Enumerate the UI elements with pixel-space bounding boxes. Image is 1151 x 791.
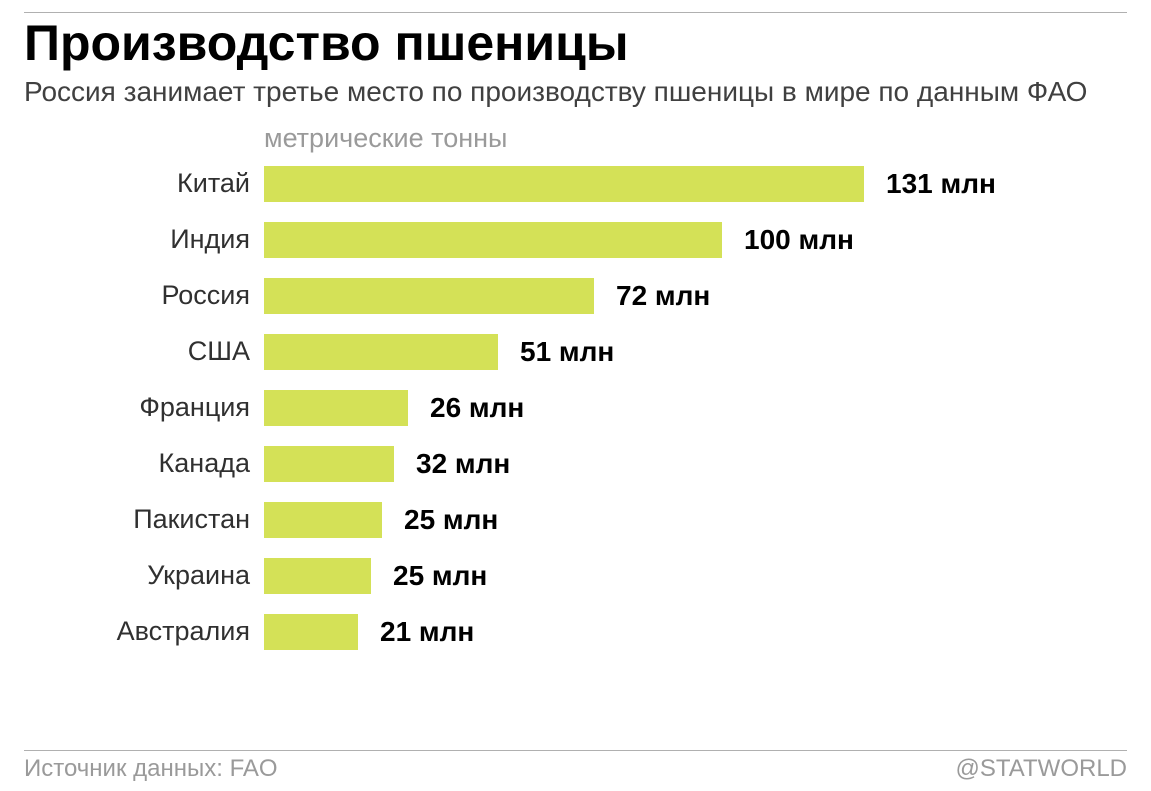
bar: [264, 558, 371, 594]
category-label: Китай: [24, 168, 264, 199]
category-label: Россия: [24, 280, 264, 311]
chart-subtitle: Россия занимает третье место по производ…: [24, 74, 1127, 109]
bar: [264, 446, 394, 482]
value-label: 25 млн: [404, 504, 498, 536]
handle-label: @STATWORLD: [956, 755, 1127, 783]
category-label: Австралия: [24, 616, 264, 647]
bar-wrap: 100 млн: [264, 222, 1127, 258]
category-label: Канада: [24, 448, 264, 479]
chart-footer: Источник данных: FAO @STATWORLD: [24, 751, 1127, 783]
bar: [264, 278, 594, 314]
category-label: США: [24, 336, 264, 367]
bar-chart: Китай 131 млн Индия 100 млн Россия 72 млн США 5…: [24, 166, 1127, 745]
bar: [264, 334, 498, 370]
bar-row: Украина 25 млн: [24, 558, 1127, 594]
category-label: Украина: [24, 560, 264, 591]
bar-row: Пакистан 25 млн: [24, 502, 1127, 538]
category-label: Франция: [24, 392, 264, 423]
bar-row: Австралия 21 млн: [24, 614, 1127, 650]
bar: [264, 166, 864, 202]
value-label: 100 млн: [744, 224, 854, 256]
chart-title: Производство пшеницы: [24, 17, 1127, 70]
bar-wrap: 21 млн: [264, 614, 1127, 650]
bar-row: Индия 100 млн: [24, 222, 1127, 258]
bar-wrap: 25 млн: [264, 558, 1127, 594]
bar-wrap: 26 млн: [264, 390, 1127, 426]
value-label: 25 млн: [393, 560, 487, 592]
category-label: Индия: [24, 224, 264, 255]
bar-row: Франция 26 млн: [24, 390, 1127, 426]
chart-container: Производство пшеницы Россия занимает тре…: [0, 0, 1151, 791]
bar: [264, 502, 382, 538]
value-label: 21 млн: [380, 616, 474, 648]
bar: [264, 390, 408, 426]
value-label: 32 млн: [416, 448, 510, 480]
bar-wrap: 25 млн: [264, 502, 1127, 538]
bar-row: Канада 32 млн: [24, 446, 1127, 482]
bar-wrap: 51 млн: [264, 334, 1127, 370]
units-label: метрические тонны: [264, 123, 1127, 154]
value-label: 72 млн: [616, 280, 710, 312]
bar-row: США 51 млн: [24, 334, 1127, 370]
bar: [264, 222, 722, 258]
bar-wrap: 72 млн: [264, 278, 1127, 314]
value-label: 51 млн: [520, 336, 614, 368]
bar-row: Китай 131 млн: [24, 166, 1127, 202]
bar-wrap: 131 млн: [264, 166, 1127, 202]
source-label: Источник данных: FAO: [24, 755, 278, 783]
category-label: Пакистан: [24, 504, 264, 535]
top-rule: [24, 12, 1127, 13]
value-label: 26 млн: [430, 392, 524, 424]
bar-row: Россия 72 млн: [24, 278, 1127, 314]
value-label: 131 млн: [886, 168, 996, 200]
bar-wrap: 32 млн: [264, 446, 1127, 482]
bar: [264, 614, 358, 650]
